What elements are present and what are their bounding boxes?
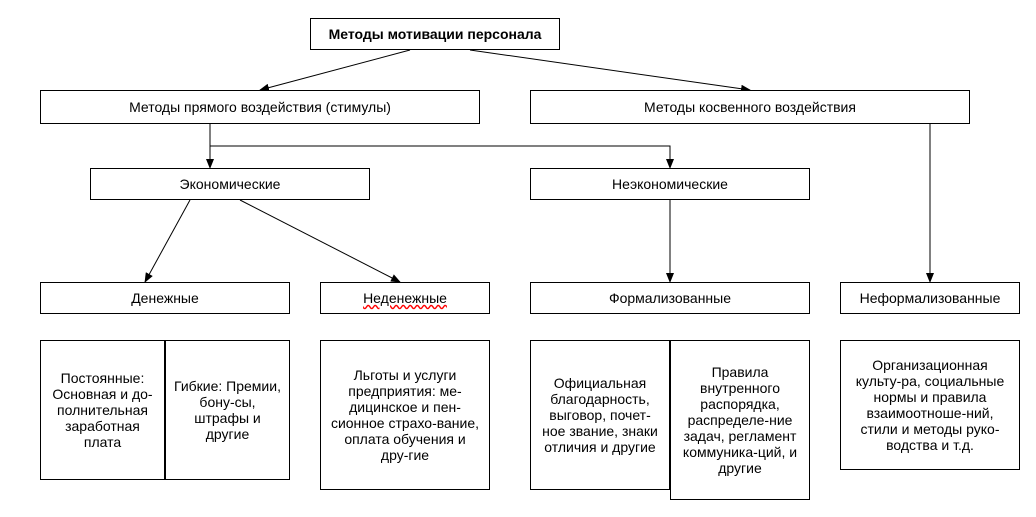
- node-direct-label: Методы прямого воздействия (стимулы): [129, 99, 391, 115]
- node-money-label: Денежные: [131, 290, 199, 306]
- node-leaf-money-flex: Гибкие: Премии, бону-сы, штрафы и другие: [165, 340, 290, 480]
- node-necon: Неэкономические: [530, 168, 810, 200]
- node-indirect: Методы косвенного воздействия: [530, 90, 970, 124]
- leaf-formal-2-label: Правила внутренного распорядка, распреде…: [679, 364, 801, 476]
- node-informal-label: Неформализованные: [860, 290, 1001, 306]
- node-necon-label: Неэкономические: [612, 176, 728, 192]
- node-leaf-nonmoney: Льготы и услуги предприятия: ме-дицинско…: [320, 340, 490, 490]
- leaf-formal-1-label: Официальная благодарность, выговор, поче…: [539, 375, 661, 455]
- node-econ: Экономические: [90, 168, 370, 200]
- node-root-label: Методы мотивации персонала: [329, 26, 542, 42]
- node-nonmoney: Неденежные: [320, 282, 490, 314]
- node-money: Денежные: [40, 282, 290, 314]
- node-formal-label: Формализованные: [609, 290, 731, 306]
- node-formal: Формализованные: [530, 282, 810, 314]
- node-leaf-informal: Организационная культу-ра, социальные но…: [840, 340, 1020, 470]
- leaf-money-flex-label: Гибкие: Премии, бону-сы, штрафы и другие: [174, 378, 281, 442]
- node-informal: Неформализованные: [840, 282, 1020, 314]
- node-indirect-label: Методы косвенного воздействия: [644, 99, 856, 115]
- leaf-money-const-label: Постоянные: Основная и до-полнительная з…: [49, 370, 156, 450]
- node-leaf-formal-1: Официальная благодарность, выговор, поче…: [530, 340, 670, 490]
- leaf-informal-label: Организационная культу-ра, социальные но…: [849, 357, 1011, 453]
- node-econ-label: Экономические: [180, 176, 281, 192]
- motivation-methods-diagram: Методы мотивации персонала Методы прямог…: [10, 10, 1026, 507]
- node-nonmoney-label: Неденежные: [363, 290, 447, 306]
- node-root: Методы мотивации персонала: [310, 18, 560, 50]
- node-leaf-money-const: Постоянные: Основная и до-полнительная з…: [40, 340, 165, 480]
- node-direct: Методы прямого воздействия (стимулы): [40, 90, 480, 124]
- leaf-nonmoney-label: Льготы и услуги предприятия: ме-дицинско…: [329, 367, 481, 463]
- node-leaf-formal-2: Правила внутренного распорядка, распреде…: [670, 340, 810, 500]
